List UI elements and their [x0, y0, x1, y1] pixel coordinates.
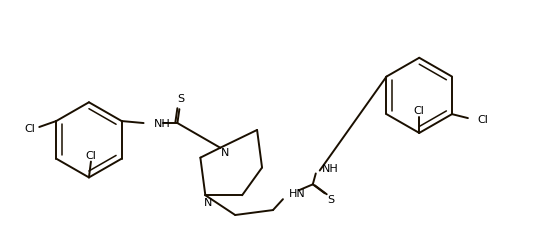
Text: S: S	[327, 195, 334, 205]
Text: Cl: Cl	[24, 124, 35, 134]
Text: S: S	[177, 94, 184, 104]
Text: NH: NH	[322, 164, 338, 174]
Text: Cl: Cl	[478, 115, 489, 125]
Text: N: N	[204, 198, 212, 208]
Text: HN: HN	[289, 189, 306, 199]
Text: NH: NH	[154, 119, 171, 129]
Text: Cl: Cl	[414, 106, 425, 116]
Text: N: N	[221, 148, 230, 158]
Text: Cl: Cl	[85, 151, 96, 161]
